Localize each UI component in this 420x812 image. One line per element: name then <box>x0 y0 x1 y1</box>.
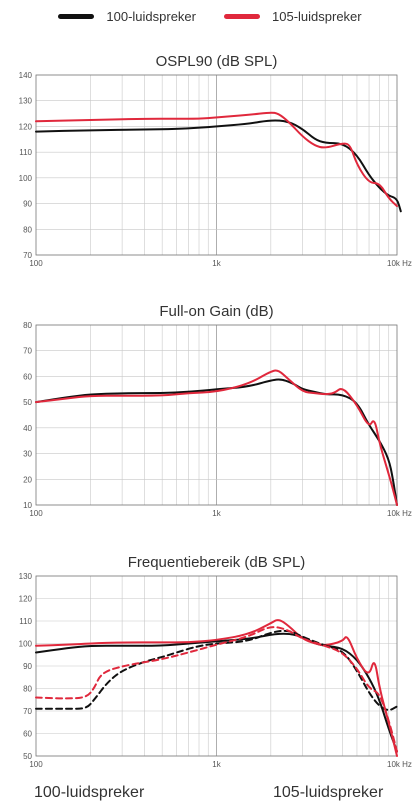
legend-item-105: 105-luidspreker <box>224 5 362 27</box>
series-line-105-luidspreker-dashed <box>35 626 398 753</box>
y-tick-label: 50 <box>23 752 32 761</box>
y-tick-label: 80 <box>23 225 32 234</box>
chart-2: Full-on Gain (dB) 10 20 30 40 50 60 70 80 100 1k 10… <box>23 303 412 518</box>
x-tick-label: 10k Hz <box>387 509 412 518</box>
series-line-105-luidspreker <box>35 369 398 506</box>
legend-item-100: 100-luidspreker <box>58 5 196 27</box>
series-line-100-luidspreker <box>35 378 398 506</box>
y-tick-label: 80 <box>23 321 32 330</box>
plot-frame <box>35 575 398 757</box>
chart-3: Frequentiebereik (dB SPL) 50 60 70 80 90 100 11… <box>19 554 412 769</box>
y-tick-label: 110 <box>19 617 32 626</box>
plot-frame <box>35 74 398 256</box>
plot-frame <box>35 324 398 506</box>
y-tick-label: 70 <box>23 707 32 716</box>
legend-swatch-105 <box>224 13 260 19</box>
x-tick-label: 1k <box>212 760 221 769</box>
x-tick-label: 10k Hz <box>387 259 412 268</box>
chart-title: OSPL90 (dB SPL) <box>156 53 278 70</box>
y-tick-label: 120 <box>19 595 33 604</box>
y-tick-label: 130 <box>19 97 33 106</box>
y-tick-label: 60 <box>23 730 32 739</box>
series-line-100-luidspreker <box>35 119 402 213</box>
y-tick-label: 60 <box>23 372 32 381</box>
y-tick-label: 100 <box>19 640 33 649</box>
footer-label-100: 100-luidspreker <box>34 784 145 801</box>
x-tick-label: 1k <box>212 509 221 518</box>
y-tick-label: 130 <box>19 572 33 581</box>
chart-title: Frequentiebereik (dB SPL) <box>128 554 306 571</box>
y-tick-label: 100 <box>19 174 33 183</box>
y-tick-label: 40 <box>23 424 32 433</box>
legend-label-100: 100-luidspreker <box>106 8 196 24</box>
x-tick-label: 100 <box>29 509 43 518</box>
chart-title: Full-on Gain (dB) <box>159 303 273 320</box>
chart-1: OSPL90 (dB SPL) 70 80 90 100 110 120 130 140 100 1… <box>19 53 412 268</box>
legend-swatch-100 <box>58 13 95 19</box>
y-tick-label: 80 <box>23 685 32 694</box>
y-tick-label: 70 <box>23 251 32 260</box>
legend: 100-luidspreker 105-luidspreker <box>0 5 420 27</box>
legend-label-105: 105-luidspreker <box>272 8 362 24</box>
x-tick-label: 100 <box>29 760 43 769</box>
y-tick-label: 140 <box>19 71 33 80</box>
y-tick-label: 90 <box>23 662 32 671</box>
x-tick-label: 10k Hz <box>387 760 412 769</box>
y-tick-label: 120 <box>19 122 33 131</box>
y-tick-label: 110 <box>19 148 32 157</box>
y-tick-label: 50 <box>23 398 32 407</box>
x-tick-label: 100 <box>29 259 43 268</box>
y-tick-label: 90 <box>23 200 32 209</box>
footer-label-105: 105-luidspreker <box>273 784 384 801</box>
y-tick-label: 30 <box>23 450 32 459</box>
y-tick-label: 70 <box>23 347 32 356</box>
y-tick-label: 20 <box>23 475 32 484</box>
series-line-105-luidspreker <box>35 111 398 208</box>
x-tick-label: 1k <box>212 259 221 268</box>
y-tick-label: 10 <box>23 501 32 510</box>
series-line-105-luidspreker <box>35 619 398 757</box>
